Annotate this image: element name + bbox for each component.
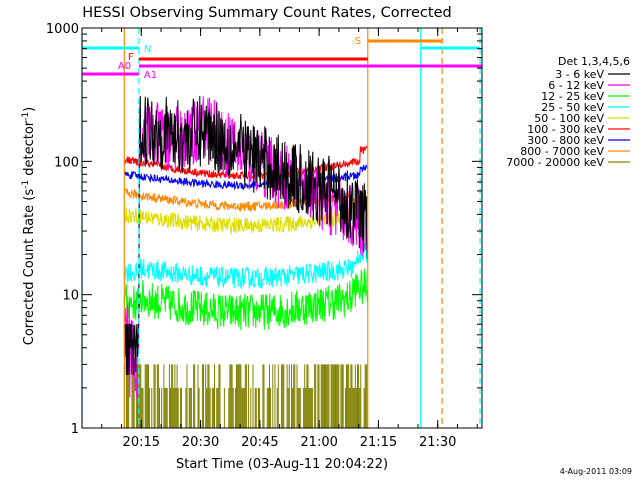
series-line — [123, 95, 368, 375]
x-tick-label: 21:15 — [360, 435, 397, 450]
legend-label: 300 - 800 keV — [527, 134, 604, 147]
series-25-50-kev — [123, 242, 368, 290]
series-300-800-kev — [123, 164, 368, 191]
x-tick-label: 20:15 — [123, 435, 160, 450]
series-line — [123, 364, 368, 428]
y-tick-label: 1000 — [46, 22, 79, 37]
plot-area — [123, 95, 368, 428]
legend-label: 12 - 25 keV — [541, 90, 604, 103]
y-tick-label: 1 — [71, 422, 79, 437]
plot-frame — [81, 27, 483, 429]
x-tick-label: 20:30 — [182, 435, 219, 450]
y-tick-label: 10 — [62, 289, 79, 304]
y-tick-label: 100 — [54, 155, 79, 170]
y-axis: 1 10 100 1000 — [46, 22, 482, 437]
legend-label: 7000 - 20000 keV — [506, 156, 604, 169]
flag-label-s: S — [355, 36, 361, 47]
y-axis-title-superscript: -1 — [21, 112, 31, 121]
y-axis-title-part: ) — [22, 107, 37, 112]
legend-label: 3 - 6 keV — [555, 68, 604, 81]
flag-label-f: F — [128, 52, 134, 63]
x-axis: 20:15 20:30 20:45 21:00 21:15 21:30 — [101, 28, 478, 450]
x-axis-title: Start Time (03-Aug-11 20:04:22) — [176, 457, 388, 472]
legend-label: 800 - 7000 keV — [520, 145, 604, 158]
legend-label: 6 - 12 keV — [548, 79, 604, 92]
legend-label: 25 - 50 keV — [541, 101, 604, 114]
legend-title: Det 1,3,4,5,6 — [558, 55, 630, 68]
y-axis-title: Corrected Count Rate (s-1 detector-1) — [21, 107, 37, 345]
flag-label-n: N — [144, 44, 151, 55]
x-tick-label: 21:00 — [300, 435, 337, 450]
flag-label-a1: A1 — [144, 70, 157, 81]
chart-title: HESSI Observing Summary Count Rates, Cor… — [82, 5, 451, 21]
x-tick-label: 21:30 — [419, 435, 456, 450]
legend-label: 50 - 100 keV — [534, 112, 604, 125]
series-12-25-kev — [123, 268, 368, 331]
series-7000-20000-kev — [123, 364, 368, 428]
series-3-6-kev — [123, 95, 368, 375]
series-line — [123, 164, 368, 191]
flag-label-a0: A0 — [118, 61, 131, 72]
y-axis-title-superscript: -1 — [21, 180, 31, 189]
series-line — [123, 242, 368, 290]
y-axis-title-part: Corrected Count Rate (s — [22, 189, 37, 346]
footer-timestamp: 4-Aug-2011 03:09 — [560, 467, 632, 476]
x-tick-label: 20:45 — [241, 435, 278, 450]
series-line — [123, 268, 368, 331]
legend-label: 100 - 300 keV — [527, 123, 604, 136]
y-axis-title-part: detector — [22, 120, 37, 180]
